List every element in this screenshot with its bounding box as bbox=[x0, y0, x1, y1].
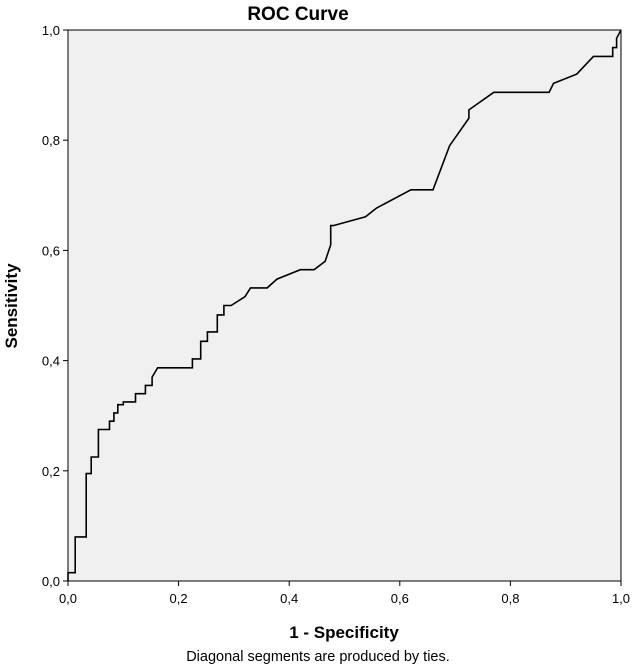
x-tick-label: 0,8 bbox=[501, 591, 519, 606]
roc-curve-line bbox=[67, 29, 622, 581]
x-tick-label: 1,0 bbox=[612, 591, 630, 606]
y-tick-label: 1,0 bbox=[42, 23, 60, 38]
y-tick-label: 0,8 bbox=[42, 133, 60, 148]
x-tick-label: 0,2 bbox=[170, 591, 188, 606]
y-tick-label: 0,4 bbox=[42, 354, 60, 369]
plot-frame bbox=[67, 29, 622, 582]
y-tick-label: 0,2 bbox=[42, 464, 60, 479]
y-tick-label: 0,0 bbox=[42, 574, 60, 589]
x-axis-title: 1 - Specificity bbox=[289, 623, 399, 642]
y-axis-title: Sensitivity bbox=[2, 263, 21, 349]
x-tick-label: 0,0 bbox=[59, 591, 77, 606]
plot-area bbox=[68, 30, 621, 581]
x-tick-label: 0,6 bbox=[391, 591, 409, 606]
chart-footnote: Diagonal segments are produced by ties. bbox=[186, 649, 450, 665]
chart-title: ROC Curve bbox=[247, 4, 348, 25]
x-tick-label: 0,4 bbox=[280, 591, 298, 606]
y-tick-label: 0,6 bbox=[42, 243, 60, 258]
